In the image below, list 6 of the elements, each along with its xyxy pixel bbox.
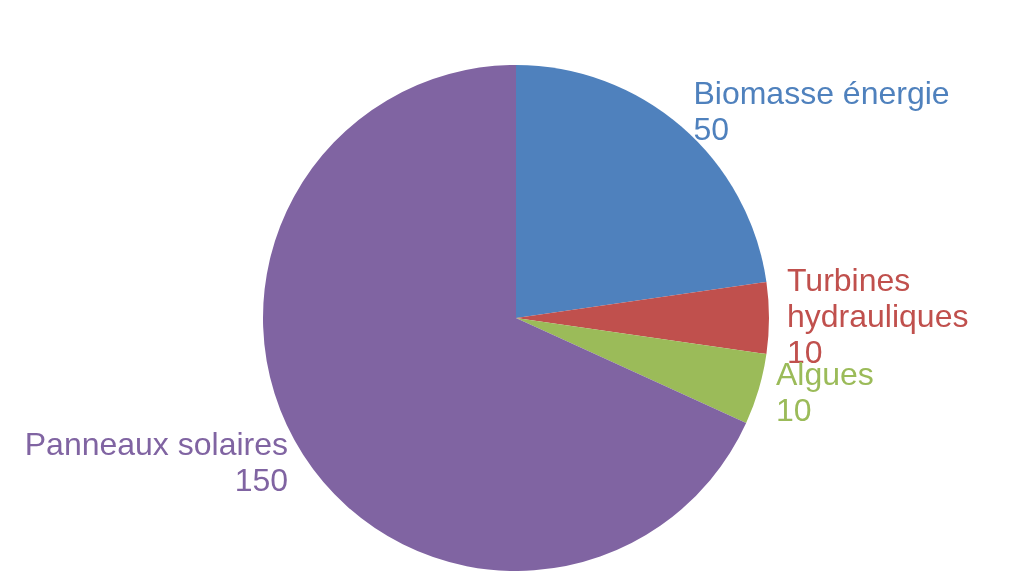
slice-label: Turbines hydrauliques (787, 261, 969, 334)
data-label: 50 (693, 111, 730, 148)
data-label: 150 (234, 462, 289, 499)
slice-label: Biomasse énergie (693, 75, 950, 112)
data-label: 10 (776, 392, 812, 429)
slice-label: Panneaux solaires (24, 426, 289, 463)
